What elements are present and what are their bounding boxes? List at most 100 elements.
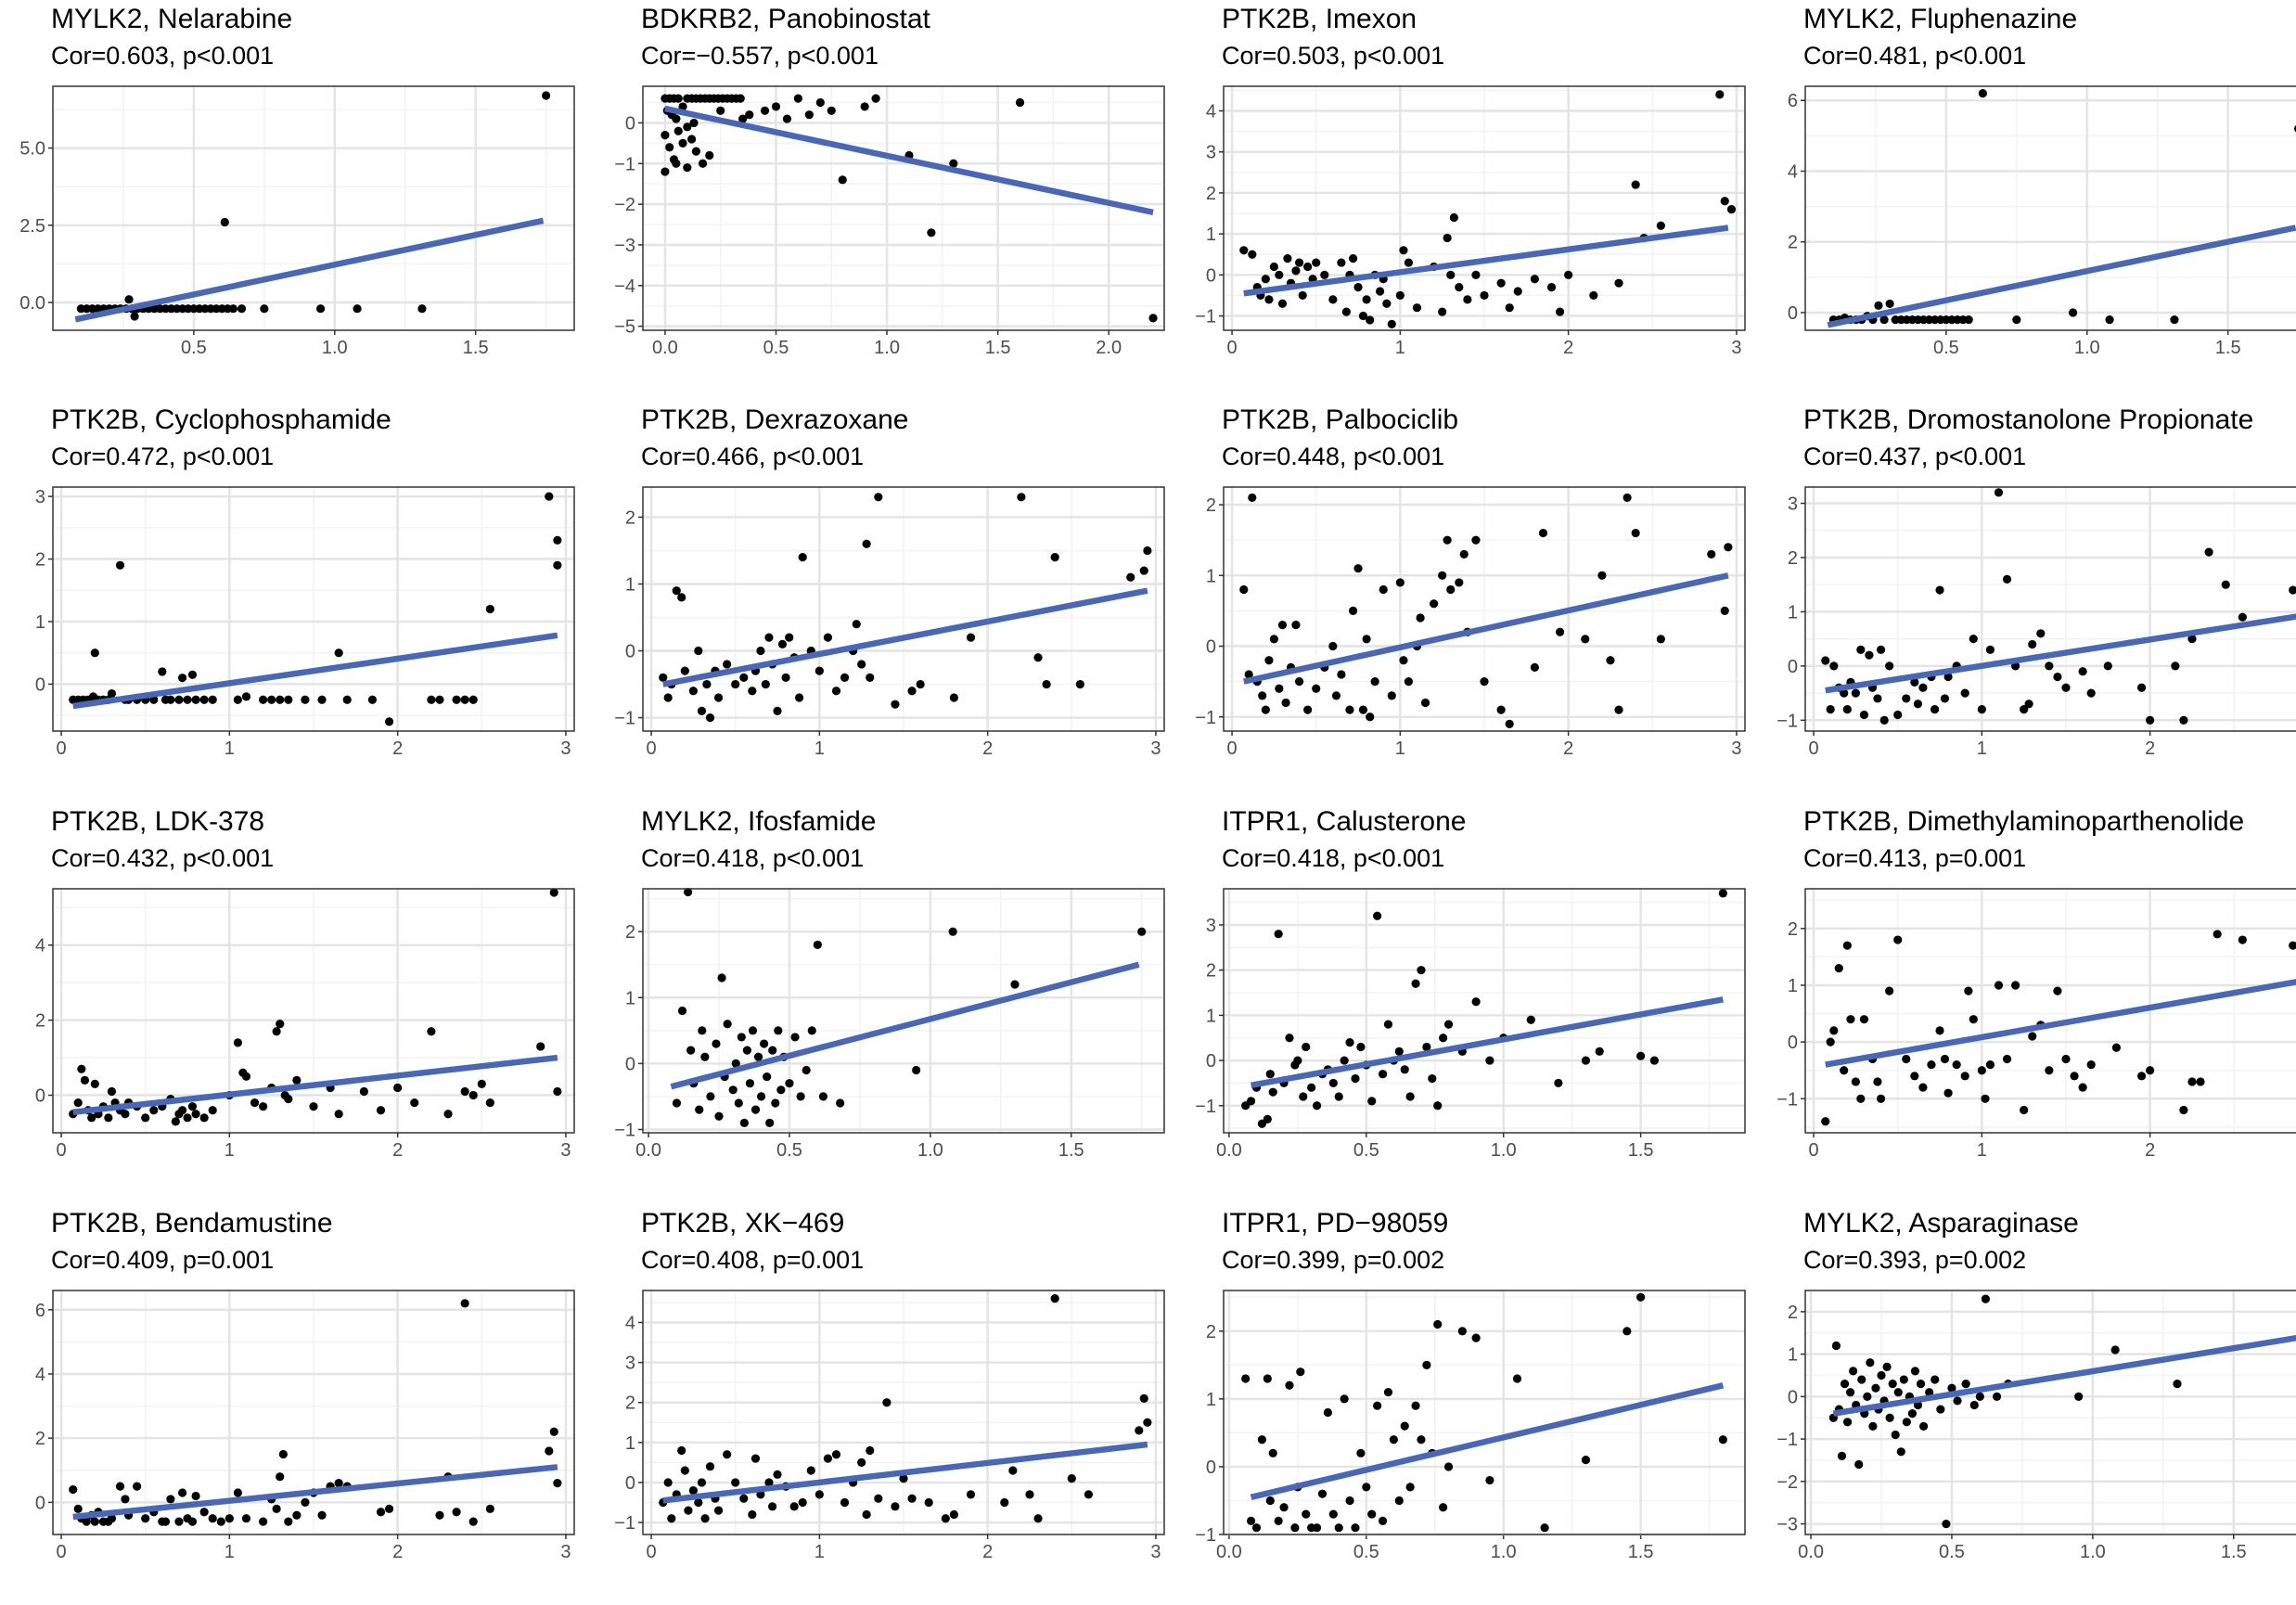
data-point [191, 1491, 200, 1501]
x-tick-label: 3 [1150, 738, 1161, 759]
data-point [241, 692, 251, 701]
data-point [736, 94, 745, 103]
panel-subtitle: Cor=0.603, p<0.001 [51, 42, 275, 70]
data-point [250, 1098, 260, 1108]
data-point [712, 1039, 721, 1048]
y-tick-label: 0 [1788, 657, 1798, 677]
data-point [1265, 1496, 1275, 1506]
data-point [199, 1113, 209, 1123]
data-point [949, 693, 958, 702]
data-point [738, 114, 748, 123]
data-point [1829, 1026, 1839, 1035]
data-point [107, 688, 117, 699]
y-tick-label: 4 [1788, 161, 1798, 182]
data-point [460, 1086, 469, 1097]
x-tick-label: 0.5 [776, 1140, 802, 1161]
x-tick-label: 1.5 [463, 338, 489, 358]
panel-subtitle: Cor=0.432, p<0.001 [51, 844, 275, 872]
y-tick-label: −4 [614, 276, 635, 297]
data-point [1940, 1054, 1950, 1064]
data-point [1438, 571, 1447, 580]
data-point [1244, 670, 1253, 679]
data-point [672, 114, 681, 123]
y-tick-label: 1 [1206, 225, 1216, 245]
data-point [1334, 1092, 1343, 1101]
data-point [1936, 1405, 1945, 1414]
data-point [1918, 1421, 1929, 1431]
data-point [782, 114, 792, 123]
data-point [1840, 688, 1849, 698]
scatter-panel: ITPR1, Calusterone Cor=0.418, p<0.001 0.0 0… [1171, 802, 1746, 1203]
data-point [774, 1026, 783, 1035]
data-point [1969, 1015, 1978, 1024]
data-point [706, 1092, 715, 1101]
data-point [680, 1466, 689, 1475]
scatter-panel: PTK2B, Imexon Cor=0.503, p<0.001 0 1 2 3 −1 0 1 2… [1171, 0, 1746, 401]
data-point [317, 695, 327, 704]
data-point [874, 1494, 883, 1503]
data-point [317, 1510, 327, 1520]
data-point [1291, 621, 1301, 630]
panel-border [1223, 1290, 1746, 1535]
data-point [1882, 1362, 1892, 1371]
data-point [1307, 1083, 1316, 1092]
data-point [2187, 635, 2197, 644]
data-point [1411, 979, 1420, 988]
y-tick-label: 4 [35, 936, 45, 957]
plot-area: 0 1 2 3 −1 0 1 2 3 4 [614, 1290, 1165, 1562]
panel-title: ITPR1, Calusterone [1222, 806, 1467, 837]
data-point [2002, 574, 2012, 584]
data-point [384, 717, 394, 726]
data-point [149, 1106, 159, 1115]
y-tick-label: −1 [1777, 1430, 1798, 1450]
data-point [1015, 97, 1025, 108]
x-tick-label: 1 [1977, 738, 1987, 759]
data-point [1480, 677, 1489, 687]
data-point [2238, 612, 2247, 622]
data-point [2171, 661, 2180, 671]
regression-line [1250, 996, 1724, 1089]
data-point [2045, 1066, 2054, 1075]
data-point [1275, 270, 1284, 279]
data-point [771, 102, 781, 111]
data-point [1399, 246, 1408, 255]
y-tick-label: −5 [614, 317, 635, 338]
data-point [1263, 1114, 1272, 1124]
data-point [216, 1517, 225, 1526]
data-point [1394, 1046, 1404, 1056]
data-point [1269, 262, 1278, 272]
data-point [1877, 1370, 1886, 1380]
x-tick-label: 1.5 [985, 338, 1011, 358]
data-point [80, 1075, 90, 1085]
scatter-panel: MYLK2, Nelarabine Cor=0.603, p<0.001 0.5 1.… [0, 0, 575, 401]
data-point [1981, 1294, 1991, 1303]
data-point [2086, 688, 2096, 698]
y-tick-label: 2 [1788, 233, 1798, 253]
data-point [1139, 1393, 1148, 1404]
data-point [460, 1299, 469, 1308]
scatter-panel: PTK2B, Bendamustine Cor=0.409, p=0.001 0 1 2… [0, 1204, 575, 1605]
panel-subtitle: Cor=0.409, p=0.001 [51, 1246, 275, 1274]
data-point [1135, 1426, 1144, 1435]
data-point [2146, 1066, 2155, 1075]
data-point [1296, 1367, 1305, 1377]
scatter-panel: BDKRB2, Panobinostat Cor=−0.557, p<0.001 0… [590, 0, 1165, 401]
data-point [2070, 1072, 2079, 1081]
x-tick-label: 1.0 [322, 338, 348, 358]
scatter-panel: PTK2B, Palbociclib Cor=0.448, p<0.001 0 1 2 3… [1171, 401, 1746, 802]
y-tick-label: 0 [625, 1054, 635, 1074]
data-point [1589, 290, 1598, 301]
panel-title: PTK2B, Palbociclib [1222, 404, 1459, 435]
data-point [1485, 1475, 1494, 1485]
data-point [376, 1508, 386, 1517]
data-point [684, 887, 693, 897]
data-point [1269, 635, 1278, 644]
panel-subtitle: Cor=0.399, p=0.002 [1222, 1246, 1445, 1274]
x-tick-label: 3 [1150, 1542, 1161, 1562]
data-point [1351, 1073, 1360, 1084]
data-point [1471, 535, 1481, 545]
y-tick-label: 1 [625, 988, 635, 1008]
data-point [1718, 889, 1727, 898]
